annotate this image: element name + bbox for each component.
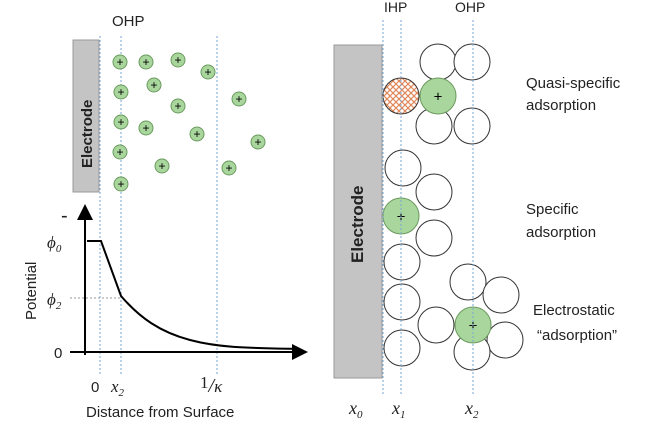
phi0-label: ϕ0 [47,233,62,255]
cation-circle [138,54,154,70]
cation-plus-sign: + [117,115,124,129]
x0-label: x0 [348,398,363,421]
cation-icon: + [146,77,162,93]
quasi-specific-label-1: Quasi-specific [526,75,621,92]
solvent-molecule-icon [449,263,487,301]
x2-tick-label: x2 [110,377,125,399]
cation-circle [419,77,457,115]
cation-circle [189,126,205,142]
x-zero-label: 0 [91,379,99,396]
cation-plus-sign: + [254,135,261,149]
cation-circle [170,52,186,68]
cation-plus-sign: + [193,127,200,141]
right-ohp-label: OHP [455,0,485,15]
left-panel: OHP Electrode + + +++ +++++ ++++ ++ - ϕ0 ϕ2 0… [23,13,308,421]
cation-plus-sign: + [117,177,124,191]
quasi-specific-cation-icon: + [419,77,457,115]
cation-plus-sign: + [235,92,242,106]
electrostatic-label-1: Electrostatic [533,302,615,319]
cation-icon: + [113,84,129,100]
cation-plus-sign: + [117,85,124,99]
solvent-molecule-icon [453,43,491,81]
cation-circle [154,158,170,174]
cation-plus-sign: + [434,88,443,105]
left-electrode-label: Electrode [79,100,96,168]
cation-icon: + [154,158,170,174]
right-electrode [333,44,383,379]
cation-circle [113,176,129,192]
x-axis-label: Distance from Surface [86,404,234,421]
solvent-molecule-icon [419,43,457,81]
cation-icon: + [112,144,128,160]
cation-plus-sign: + [116,55,123,69]
solvent-molecule-icon [383,329,421,367]
cation-plus-sign: + [204,65,211,79]
quasi-specific-label-2: adsorption [526,97,596,114]
cation-icon: + [200,64,216,80]
cation-icon: + [170,98,186,114]
cation-plus-sign: + [116,145,123,159]
ihp-label: IHP [384,0,407,15]
solvent-molecule-icon [482,276,520,314]
potential-curve [87,240,301,350]
cation-circle [200,64,216,80]
solvent-molecule-icon [453,107,491,145]
y-axis-top-mark: - [61,205,68,227]
left-ohp-label: OHP [112,13,145,30]
cation-circle [146,77,162,93]
electrostatic-label-2: “adsorption” [537,327,617,344]
specific-label-1: Specific [526,201,579,218]
specific-label-2: adsorption [526,224,596,241]
cation-circle [138,120,154,136]
cation-circle [250,134,266,150]
cation-plus-sign: + [150,78,157,92]
solvent-molecule-icon [383,283,421,321]
cation-icon: + [170,52,186,68]
solvent-molecule-icon [415,219,453,257]
cation-icon: + [221,160,237,176]
x1-label: x1 [391,398,406,421]
y-axis-label: Potential [23,262,40,320]
x2-label-right: x2 [464,398,479,421]
cation-icon: + [112,54,128,70]
right-panel: IHP OHP Electrode +++ x0 x1 x2 Quasi-spe… [333,0,621,421]
cation-icon: + [113,114,129,130]
phi2-label: ϕ2 [47,290,62,312]
cation-circle [113,84,129,100]
solvent-molecule-icon [486,321,524,359]
cation-plus-sign: + [174,53,181,67]
cation-circle [170,98,186,114]
cation-circle [221,160,237,176]
cation-plus-sign: + [142,55,149,69]
left-electrode [72,39,100,193]
cation-circle [113,114,129,130]
cation-icon: + [113,176,129,192]
cation-circle [231,91,247,107]
cation-plus-sign: + [158,159,165,173]
cation-icon: + [138,54,154,70]
solvent-molecule-icon [384,149,422,187]
cation-circle [112,144,128,160]
cation-cloud: + + +++ +++++ ++++ ++ [112,52,266,192]
cation-icon: + [250,134,266,150]
cation-plus-sign: + [225,161,232,175]
cation-icon: + [138,120,154,136]
solvent-molecule-icon [417,306,455,344]
cation-circle [112,54,128,70]
solvent-molecule-icon [415,173,453,211]
cation-plus-sign: + [174,99,181,113]
cation-icon: + [189,126,205,142]
inv-kappa-label: 1/κ [200,373,223,397]
cation-plus-sign: + [142,121,149,135]
right-electrode-label: Electrode [348,186,367,263]
solvent-molecule-icon [383,243,421,281]
cation-icon: + [231,91,247,107]
solvent-molecules: +++ [382,43,524,371]
y-zero-label: 0 [54,345,62,362]
